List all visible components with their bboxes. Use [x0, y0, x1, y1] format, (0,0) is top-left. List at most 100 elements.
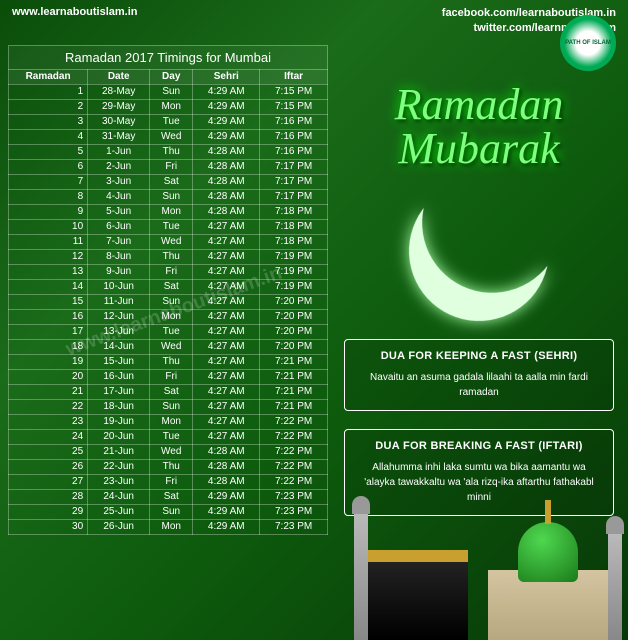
table-row: 1713-JunTue4:27 AM7:20 PM [9, 324, 328, 339]
table-row: 62-JunFri4:28 AM7:17 PM [9, 159, 328, 174]
minaret-icon [608, 530, 622, 640]
table-cell: 24-Jun [88, 489, 150, 504]
table-cell: 4:27 AM [193, 264, 260, 279]
table-cell: 4:29 AM [193, 84, 260, 99]
table-cell: Mon [150, 204, 193, 219]
table-cell: 18 [9, 339, 88, 354]
table-cell: 26 [9, 459, 88, 474]
table-row: 128-MaySun4:29 AM7:15 PM [9, 84, 328, 99]
table-cell: Sat [150, 384, 193, 399]
website-url: www.learnaboutislam.in [12, 6, 138, 37]
table-cell: Mon [150, 99, 193, 114]
table-cell: Fri [150, 474, 193, 489]
table-row: 51-JunThu4:28 AM7:16 PM [9, 144, 328, 159]
table-cell: 7:19 PM [260, 264, 328, 279]
table-cell: Sun [150, 84, 193, 99]
table-cell: Wed [150, 129, 193, 144]
table-cell: 7:20 PM [260, 309, 328, 324]
table-row: 2925-JunSun4:29 AM7:23 PM [9, 504, 328, 519]
table-cell: 7-Jun [88, 234, 150, 249]
table-cell: 7:18 PM [260, 234, 328, 249]
table-cell: Thu [150, 249, 193, 264]
greeting: Ramadan Mubarak [395, 83, 564, 171]
column-header: Date [88, 69, 150, 84]
table-cell: 31-May [88, 129, 150, 144]
table-cell: 7:19 PM [260, 249, 328, 264]
table-cell: 12 [9, 249, 88, 264]
table-cell: 5 [9, 144, 88, 159]
table-cell: 4:28 AM [193, 444, 260, 459]
table-cell: 22-Jun [88, 459, 150, 474]
table-cell: 7:20 PM [260, 339, 328, 354]
table-cell: 20-Jun [88, 429, 150, 444]
table-cell: Mon [150, 414, 193, 429]
crescent-moon-icon [409, 181, 549, 321]
table-cell: Tue [150, 429, 193, 444]
table-cell: 26-Jun [88, 519, 150, 534]
table-cell: Sun [150, 399, 193, 414]
table-cell: 4:29 AM [193, 489, 260, 504]
table-cell: 13 [9, 264, 88, 279]
column-header: Sehri [193, 69, 260, 84]
table-row: 2622-JunThu4:28 AM7:22 PM [9, 459, 328, 474]
table-row: 1410-JunSat4:27 AM7:19 PM [9, 279, 328, 294]
table-cell: 30 [9, 519, 88, 534]
table-cell: Sun [150, 504, 193, 519]
table-row: 139-JunFri4:27 AM7:19 PM [9, 264, 328, 279]
table-row: 1915-JunThu4:27 AM7:21 PM [9, 354, 328, 369]
table-cell: Tue [150, 324, 193, 339]
table-cell: 28-May [88, 84, 150, 99]
table-cell: 7:17 PM [260, 189, 328, 204]
table-cell: 7:23 PM [260, 489, 328, 504]
table-cell: 28 [9, 489, 88, 504]
timings-table: RamadanDateDaySehriIftar 128-MaySun4:29 … [8, 69, 328, 535]
table-cell: 4:28 AM [193, 204, 260, 219]
table-cell: 16-Jun [88, 369, 150, 384]
table-row: 229-MayMon4:29 AM7:15 PM [9, 99, 328, 114]
table-cell: 11 [9, 234, 88, 249]
header: www.learnaboutislam.in facebook.com/lear… [0, 0, 628, 41]
table-cell: 12-Jun [88, 309, 150, 324]
table-cell: 21-Jun [88, 444, 150, 459]
table-cell: 4:27 AM [193, 354, 260, 369]
table-cell: 25-Jun [88, 504, 150, 519]
table-cell: Fri [150, 159, 193, 174]
table-cell: 7:17 PM [260, 174, 328, 189]
table-cell: 19-Jun [88, 414, 150, 429]
table-row: 2521-JunWed4:28 AM7:22 PM [9, 444, 328, 459]
table-row: 128-JunThu4:27 AM7:19 PM [9, 249, 328, 264]
table-cell: 4:27 AM [193, 219, 260, 234]
green-dome-icon [488, 570, 608, 640]
dua-iftar-title: DUA FOR BREAKING A FAST (IFTARI) [357, 440, 601, 452]
table-cell: 7:22 PM [260, 444, 328, 459]
table-cell: 24 [9, 429, 88, 444]
table-row: 330-MayTue4:29 AM7:16 PM [9, 114, 328, 129]
table-cell: 7:20 PM [260, 324, 328, 339]
table-cell: 7:21 PM [260, 399, 328, 414]
table-cell: 4:27 AM [193, 309, 260, 324]
table-row: 84-JunSun4:28 AM7:17 PM [9, 189, 328, 204]
table-row: 3026-JunMon4:29 AM7:23 PM [9, 519, 328, 534]
table-cell: 27 [9, 474, 88, 489]
table-cell: 17 [9, 324, 88, 339]
table-cell: 14-Jun [88, 339, 150, 354]
table-cell: Wed [150, 339, 193, 354]
table-title: Ramadan 2017 Timings for Mumbai [8, 45, 328, 69]
dua-sehri-box: DUA FOR KEEPING A FAST (SEHRI) Navaitu a… [344, 339, 614, 411]
table-cell: 4:27 AM [193, 324, 260, 339]
table-cell: 4:29 AM [193, 504, 260, 519]
table-cell: 4:27 AM [193, 249, 260, 264]
column-header: Day [150, 69, 193, 84]
table-cell: 4:27 AM [193, 414, 260, 429]
table-cell: Wed [150, 444, 193, 459]
table-cell: 7:21 PM [260, 384, 328, 399]
table-cell: 6 [9, 159, 88, 174]
table-row: 2117-JunSat4:27 AM7:21 PM [9, 384, 328, 399]
table-cell: Sun [150, 189, 193, 204]
table-cell: 2-Jun [88, 159, 150, 174]
dua-sehri-title: DUA FOR KEEPING A FAST (SEHRI) [357, 350, 601, 362]
table-cell: 4:28 AM [193, 174, 260, 189]
table-cell: 3 [9, 114, 88, 129]
table-cell: 4:29 AM [193, 519, 260, 534]
table-cell: 29 [9, 504, 88, 519]
